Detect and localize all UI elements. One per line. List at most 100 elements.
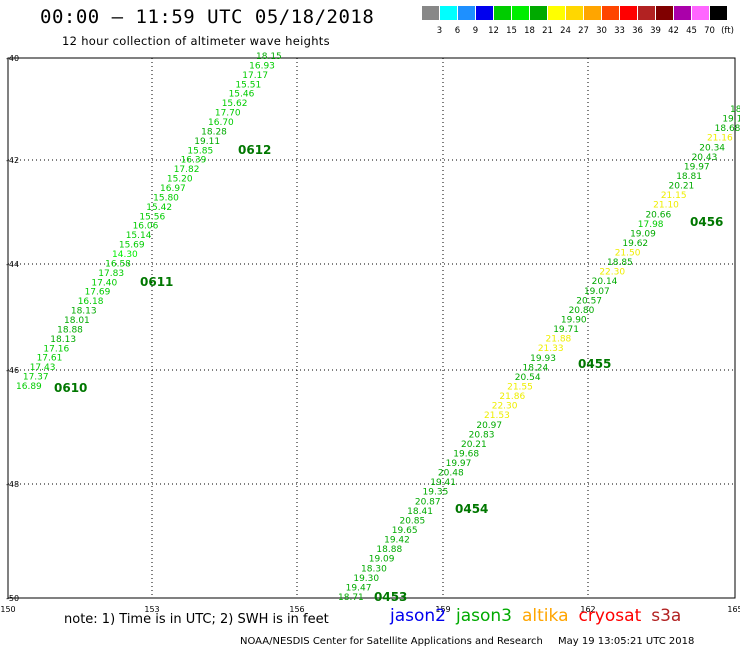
color-swatch	[638, 6, 655, 20]
wave-height-label: 19.07	[584, 287, 610, 297]
wave-height-label: 15.14	[126, 231, 152, 241]
wave-height-label: 19.65	[392, 526, 418, 536]
color-scale-label: 6	[454, 26, 461, 36]
credit-date: May 19 13:05:21 UTC 2018	[558, 636, 695, 647]
longitude-label: 156	[289, 605, 304, 614]
wave-height-label: 18.28	[201, 127, 227, 137]
wave-height-label: 21.50	[615, 249, 641, 259]
color-swatch	[494, 6, 511, 20]
wave-height-label: 16.70	[208, 118, 234, 128]
color-swatch	[584, 6, 601, 20]
wave-height-label: 17.61	[37, 354, 63, 364]
color-swatch	[512, 6, 529, 20]
wave-height-label: 19.09	[630, 229, 656, 239]
wave-height-label: 17.70	[215, 109, 241, 119]
satellite-tracks: 18.1516.9317.1715.5115.4615.6217.7016.70…	[16, 52, 740, 604]
color-scale-label: 24	[560, 26, 571, 36]
wave-height-label: 19.97	[684, 162, 710, 172]
wave-height-label: 21.86	[499, 392, 525, 402]
wave-height-label: 21.55	[507, 382, 533, 392]
wave-height-label: 15.69	[119, 241, 145, 251]
latitude-label: -48	[6, 480, 19, 489]
wave-height-label: 22.30	[492, 402, 518, 412]
credits: NOAA/NESDIS Center for Satellite Applica…	[240, 636, 706, 647]
color-swatch	[440, 6, 457, 20]
wave-height-label: 17.43	[30, 363, 56, 373]
color-scale-label: 45	[686, 26, 697, 36]
wave-height-label: 21.15	[661, 191, 687, 201]
wave-height-label: 19.35	[423, 488, 449, 498]
wave-height-label: 21.16	[707, 134, 733, 144]
map-title: 00:00 – 11:59 UTC 05/18/2018	[40, 6, 375, 28]
wave-height-label: 19.42	[384, 536, 410, 546]
wave-height-label: 15.85	[187, 146, 213, 156]
latitude-label: -44	[6, 260, 19, 269]
wave-height-label: 16.58	[105, 259, 131, 269]
wave-height-label: 17.83	[98, 269, 124, 279]
color-swatch	[476, 6, 493, 20]
wave-height-label: 16.93	[249, 61, 275, 71]
wave-height-label: 17.17	[242, 71, 268, 81]
color-scale-label: 21	[542, 26, 553, 36]
wave-height-label: 20.80	[569, 306, 595, 316]
color-scale-label: 36	[632, 26, 643, 36]
wave-height-label: 19.97	[446, 459, 472, 469]
wave-height-label: 20.14	[592, 277, 618, 287]
pass-time-label: 0453	[374, 590, 407, 604]
satellite-legend-cryosat: cryosat	[578, 606, 642, 626]
color-swatch	[422, 6, 439, 20]
wave-height-label: 20.21	[461, 440, 487, 450]
wave-height-label: 20.83	[469, 430, 495, 440]
wave-height-label: 18.24	[522, 363, 548, 373]
color-scale-label: 12	[488, 26, 499, 36]
color-swatch	[548, 6, 565, 20]
wave-height-label: 20.34	[699, 143, 725, 153]
color-scale-label: 27	[578, 26, 589, 36]
longitude-label: 153	[144, 605, 159, 614]
wave-height-label: 19.30	[353, 574, 379, 584]
satellite-legend-altika: altika	[522, 606, 569, 626]
color-swatch	[458, 6, 475, 20]
pass-time-label: 0454	[455, 502, 488, 516]
color-scale-label: 3	[436, 26, 443, 36]
color-scale-label: 70	[704, 26, 715, 36]
wave-height-label: 20.43	[692, 153, 718, 163]
satellite-legend-jason2: jason2	[390, 606, 446, 626]
latitude-label: -46	[6, 366, 19, 375]
color-swatch	[710, 6, 727, 20]
wave-height-label: 17.69	[85, 288, 111, 298]
wave-height-label: 18.68	[715, 124, 740, 134]
wave-height-label: 18.81	[676, 172, 702, 182]
wave-height-label: 19.11	[194, 137, 220, 147]
wave-height-label: 19.71	[553, 325, 579, 335]
wave-height-label: 15.56	[139, 212, 165, 222]
color-scale-label: 33	[614, 26, 625, 36]
footnote: note: 1) Time is in UTC; 2) SWH is in fe…	[64, 612, 329, 627]
wave-height-label: 20.66	[645, 210, 671, 220]
color-swatch	[602, 6, 619, 20]
color-swatch	[674, 6, 691, 20]
wave-height-label: 19.90	[561, 316, 587, 326]
wave-height-label: 18.15	[256, 52, 282, 62]
wave-height-label: 19.93	[530, 354, 556, 364]
wave-height-label: 16.89	[16, 382, 42, 392]
wave-height-label: 17.40	[91, 278, 117, 288]
longitude-label: 159	[435, 605, 450, 614]
wave-height-label: 19.18	[722, 115, 740, 125]
color-swatch	[692, 6, 709, 20]
color-scale-label: 39	[650, 26, 661, 36]
wave-height-label: 18.91	[730, 105, 740, 115]
wave-height-label: 16.06	[133, 222, 159, 232]
satellite-legend-s3a: s3a	[651, 606, 682, 626]
wave-height-label: 21.88	[546, 335, 572, 345]
satellite-legend: jason2 jason3 altika cryosat s3a	[390, 606, 691, 626]
color-scale-label: 18	[524, 26, 535, 36]
map-frame	[7, 57, 736, 599]
pass-time-label: 0456	[690, 215, 723, 229]
wave-height-label: 22.30	[599, 268, 625, 278]
latitude-label: -40	[6, 54, 19, 63]
color-scale-label: 15	[506, 26, 517, 36]
wave-height-label: 15.80	[153, 193, 179, 203]
wave-height-label: 17.37	[23, 373, 49, 383]
